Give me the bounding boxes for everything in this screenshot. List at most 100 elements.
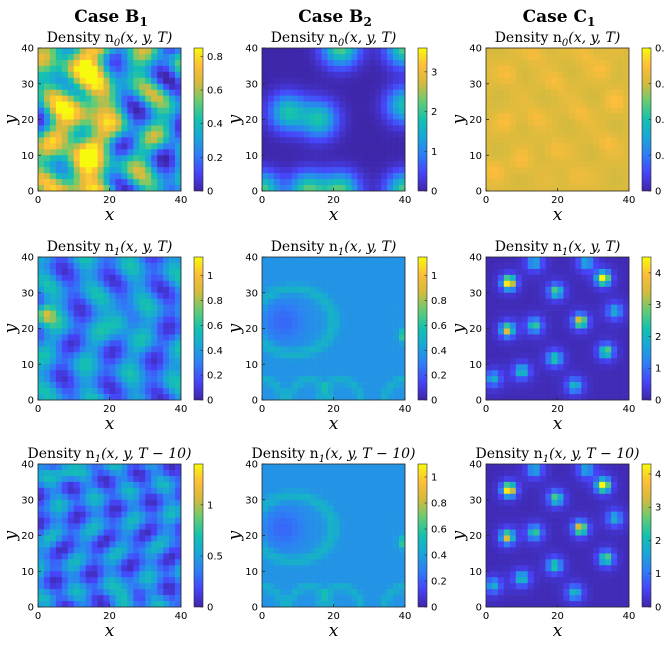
heatmap-cell	[503, 571, 511, 578]
heatmap-cell	[521, 53, 529, 61]
heatmap-cell	[551, 364, 558, 371]
heatmap-cell	[315, 268, 322, 276]
heatmap-cell	[399, 95, 406, 102]
heatmap-cell	[527, 137, 534, 144]
heatmap-cell	[291, 346, 299, 353]
heatmap-cell	[309, 595, 316, 602]
heatmap-cell	[363, 577, 370, 584]
heatmap-cell	[515, 143, 523, 150]
heatmap-cell	[279, 559, 287, 566]
heatmap-cell	[569, 149, 576, 156]
heatmap-cell	[133, 364, 140, 371]
heatmap-cell	[369, 340, 376, 347]
heatmap-cell	[551, 358, 558, 365]
heatmap-cell	[267, 376, 275, 383]
heatmap-cell	[581, 394, 588, 401]
heatmap-cell	[175, 352, 182, 359]
heatmap-cell	[38, 340, 45, 347]
heatmap-cell	[121, 370, 128, 377]
heatmap-cell	[103, 481, 110, 489]
heatmap-cell	[339, 571, 346, 578]
heatmap-cell	[73, 119, 81, 126]
heatmap-cell	[333, 53, 340, 61]
heatmap-cell	[497, 541, 505, 548]
heatmap-cell	[551, 316, 558, 323]
heatmap-cell	[497, 131, 505, 138]
heatmap-cell	[67, 559, 75, 566]
heatmap-cell	[387, 529, 394, 536]
heatmap-cell	[303, 394, 310, 401]
heatmap-cell	[375, 48, 382, 55]
heatmap-cell	[157, 589, 164, 596]
heatmap-cell	[339, 59, 346, 67]
heatmap-cell	[139, 583, 146, 590]
heatmap-cell	[91, 173, 98, 180]
heatmap-cell	[557, 382, 564, 389]
heatmap-cell	[103, 101, 110, 108]
heatmap-cell	[486, 53, 493, 61]
heatmap-cell	[321, 358, 328, 365]
heatmap-cell	[503, 547, 511, 554]
heatmap-cell	[103, 113, 110, 120]
heatmap-cell	[393, 583, 400, 590]
heatmap-cell	[521, 65, 529, 73]
heatmap-cell	[55, 517, 63, 524]
heatmap-cell	[515, 328, 523, 335]
heatmap-cell	[163, 601, 170, 608]
heatmap-cell	[291, 71, 299, 79]
heatmap-cell	[285, 469, 293, 477]
heatmap-cell	[309, 601, 316, 608]
heatmap-cell	[563, 161, 570, 168]
heatmap-cell	[599, 89, 606, 96]
heatmap-cell	[127, 499, 134, 507]
heatmap-cell	[345, 553, 352, 560]
heatmap-cell	[109, 346, 116, 353]
heatmap-cell	[315, 316, 322, 323]
heatmap-cell	[163, 517, 170, 524]
heatmap-cell	[151, 394, 158, 401]
heatmap-cell	[363, 370, 370, 377]
heatmap-cell	[369, 382, 376, 389]
heatmap-cell	[61, 292, 69, 300]
heatmap-cell	[97, 65, 104, 73]
heatmap-cell	[387, 119, 394, 126]
y-tick-label: 10	[21, 151, 34, 162]
heatmap-cell	[587, 346, 594, 353]
heatmap-cell	[491, 149, 499, 156]
heatmap-cell	[43, 268, 51, 276]
heatmap-cell	[617, 262, 624, 270]
y-tick-label: 0	[476, 187, 482, 198]
heatmap-cell	[103, 137, 110, 144]
heatmap-cell	[497, 185, 505, 192]
heatmap-cell	[515, 137, 523, 144]
heatmap-cell	[157, 475, 164, 483]
heatmap-cell	[393, 95, 400, 102]
heatmap-cell	[109, 185, 116, 192]
heatmap-cell	[333, 101, 340, 108]
heatmap-cell	[267, 119, 275, 126]
heatmap-cell	[73, 89, 81, 96]
heatmap-cell	[399, 298, 406, 305]
heatmap-cell	[491, 559, 499, 566]
heatmap-cell	[55, 505, 63, 512]
heatmap-cell	[399, 143, 406, 150]
heatmap-cell	[491, 475, 499, 483]
heatmap-cell	[605, 77, 612, 85]
heatmap-cell	[569, 173, 576, 180]
heatmap-cell	[291, 298, 299, 305]
heatmap-cell	[303, 553, 310, 560]
heatmap-cell	[49, 505, 57, 512]
heatmap-cell	[291, 487, 299, 495]
heatmap-cell	[103, 316, 110, 323]
heatmap-cell	[339, 125, 346, 132]
heatmap-cell	[43, 155, 51, 162]
heatmap-cell	[85, 469, 92, 477]
heatmap-cell	[97, 382, 104, 389]
heatmap-cell	[121, 125, 128, 132]
heatmap-cell	[85, 589, 92, 596]
heatmap-cell	[303, 505, 310, 512]
heatmap-cell	[599, 358, 606, 365]
heatmap-cell	[491, 89, 499, 96]
heatmap-cell	[545, 358, 552, 365]
heatmap-cell	[273, 481, 281, 489]
